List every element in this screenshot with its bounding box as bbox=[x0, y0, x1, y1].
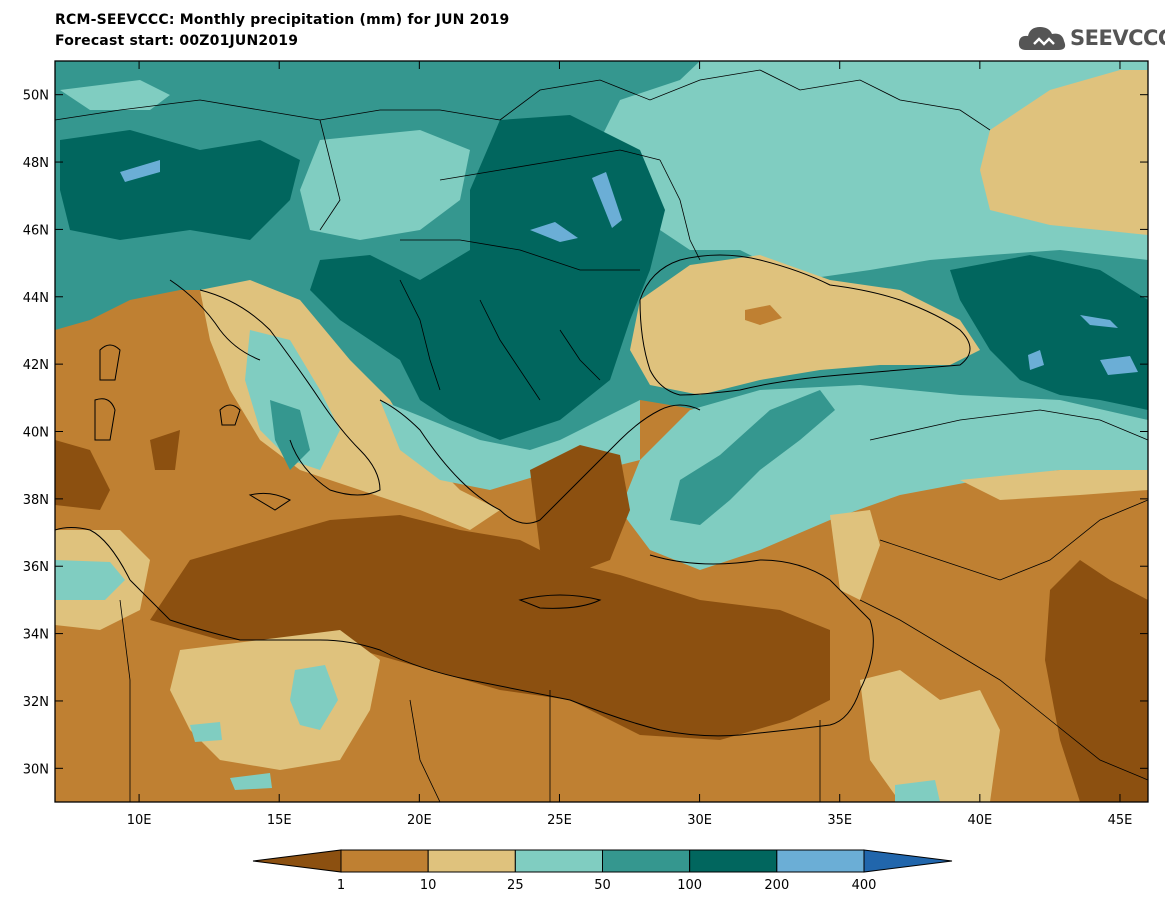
field-dark-teal-caucasus bbox=[950, 255, 1148, 410]
lat-tick-label: 46N bbox=[23, 223, 49, 238]
field-teal-libya-small-2 bbox=[230, 773, 272, 790]
field-teal-libya bbox=[290, 665, 338, 730]
lat-tick-label: 34N bbox=[23, 628, 49, 643]
lat-tick-label: 38N bbox=[23, 493, 49, 508]
lat-tick-label: 40N bbox=[23, 426, 49, 441]
lon-tick-label: 45E bbox=[1108, 813, 1133, 828]
field-teal-sinai bbox=[895, 780, 940, 802]
field-dark-brown-arabia bbox=[1045, 560, 1148, 802]
field-blue-caucasus-1 bbox=[1080, 315, 1118, 328]
lon-tick-label: 25E bbox=[547, 813, 572, 828]
field-tan-egypt-east bbox=[860, 670, 1000, 802]
field-dark-brown-sardinia-sea bbox=[150, 430, 180, 470]
field-dark-teal-alps bbox=[60, 130, 300, 240]
lon-tick-label: 35E bbox=[827, 813, 852, 828]
field-blue-alps-1 bbox=[120, 160, 160, 182]
latitude-axis: 50N 48N 46N 44N 42N 40N 38N 36N 34N 32N 30N bbox=[23, 89, 1148, 777]
logo-text: SEEVCCC bbox=[1070, 26, 1165, 50]
cloud-icon bbox=[1018, 27, 1066, 50]
colorbar-label: 200 bbox=[764, 878, 789, 893]
field-brown-black-sea-spot bbox=[745, 305, 782, 325]
field-tan-northeast bbox=[980, 70, 1148, 235]
lat-tick-label: 50N bbox=[23, 89, 49, 104]
colorbar-swatch bbox=[340, 849, 429, 873]
colorbar-label: 50 bbox=[594, 878, 611, 893]
colorbar-label: 100 bbox=[677, 878, 702, 893]
field-mid-teal-anatolia bbox=[670, 390, 835, 525]
field-blue-romania bbox=[530, 222, 578, 242]
field-tan-libya bbox=[170, 630, 380, 770]
lat-tick-label: 30N bbox=[23, 762, 49, 777]
political-borders bbox=[55, 69, 1148, 802]
field-tan-levant bbox=[830, 510, 880, 600]
colorbar-label: 10 bbox=[420, 878, 437, 893]
field-dark-teal-core bbox=[310, 115, 665, 440]
colorbar-swatch bbox=[776, 849, 865, 873]
field-dark-brown-aegean bbox=[530, 445, 630, 575]
field-teal-libya-small-1 bbox=[190, 722, 222, 742]
field-teal-tunisia bbox=[55, 560, 125, 600]
coastlines bbox=[55, 254, 971, 737]
colorbar-label: 25 bbox=[507, 878, 524, 893]
colorbar-swatch-high bbox=[863, 849, 953, 873]
forecast-start-label: Forecast start: 00Z01JUN2019 bbox=[55, 33, 299, 49]
field-blue-caucasus-2 bbox=[1100, 356, 1138, 375]
lon-tick-label: 30E bbox=[687, 813, 712, 828]
lon-tick-label: 10E bbox=[127, 813, 152, 828]
field-light-teal-east bbox=[600, 61, 1148, 280]
colorbar-swatch bbox=[427, 849, 516, 873]
map-field bbox=[55, 61, 1148, 802]
field-light-teal-nw bbox=[60, 80, 170, 110]
lat-tick-label: 48N bbox=[23, 156, 49, 171]
longitude-axis: 10E 15E 20E 25E 30E 35E 40E 45E bbox=[127, 61, 1133, 828]
colorbar-label: 1 bbox=[337, 878, 345, 893]
field-tan-turkey-se bbox=[960, 470, 1148, 500]
field-mid-teal-italy bbox=[270, 400, 310, 470]
field-blue-carpathian bbox=[592, 172, 622, 228]
seevccc-logo: SEEVCCC bbox=[1018, 22, 1165, 56]
field-light-teal-mid bbox=[300, 130, 470, 240]
lat-tick-label: 44N bbox=[23, 291, 49, 306]
lat-tick-label: 32N bbox=[23, 695, 49, 710]
lon-tick-label: 20E bbox=[407, 813, 432, 828]
field-dark-brown-mediterranean bbox=[150, 515, 830, 740]
lon-tick-label: 40E bbox=[967, 813, 992, 828]
field-blue-caucasus-3 bbox=[1028, 350, 1044, 370]
colorbar-swatch-low bbox=[252, 849, 342, 873]
field-teal-italy bbox=[245, 330, 340, 470]
field-tan-black-sea bbox=[630, 255, 980, 395]
colorbar-swatch bbox=[514, 849, 603, 873]
lon-tick-label: 15E bbox=[267, 813, 292, 828]
lat-tick-label: 36N bbox=[23, 560, 49, 575]
colorbar-label: 400 bbox=[852, 878, 877, 893]
colorbar: 1 10 25 50 100 200 400 bbox=[252, 849, 953, 893]
colorbar-swatch bbox=[689, 849, 778, 873]
map-title: RCM-SEEVCCC: Monthly precipitation (mm) … bbox=[55, 12, 510, 28]
field-dark-brown-west bbox=[55, 440, 110, 510]
lat-tick-label: 42N bbox=[23, 358, 49, 373]
colorbar-swatch bbox=[602, 849, 691, 873]
